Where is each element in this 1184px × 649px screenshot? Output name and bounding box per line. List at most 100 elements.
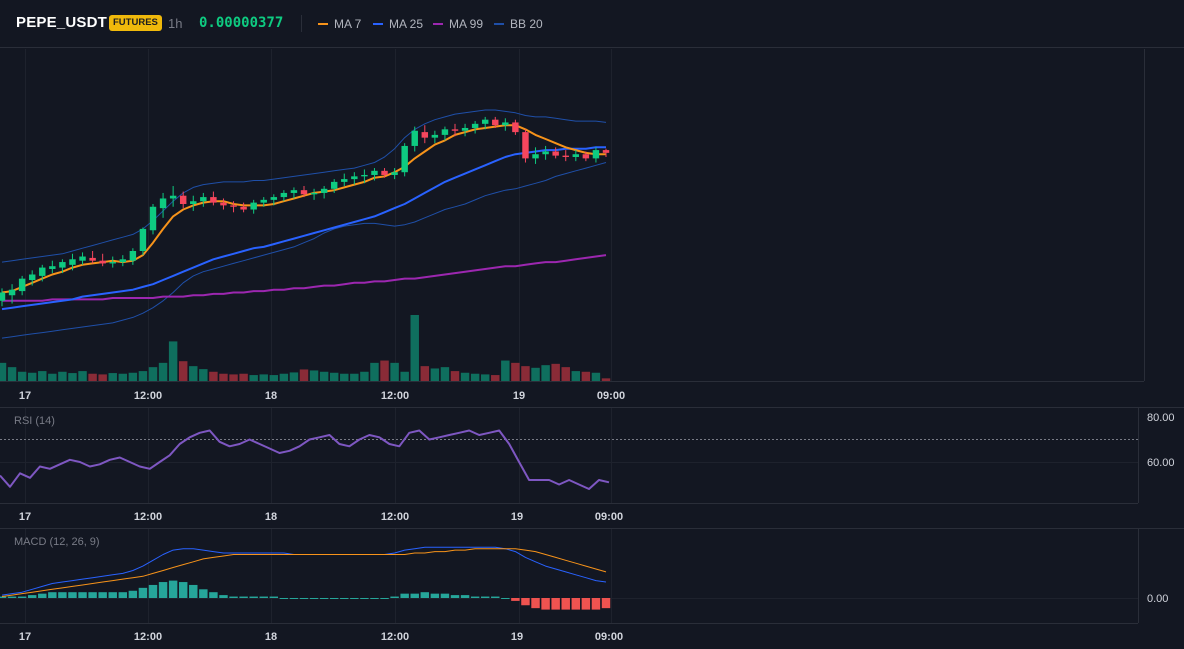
bb-upper-line	[1, 109, 607, 263]
candle-body	[190, 201, 197, 204]
time-label: 12:00	[134, 631, 162, 643]
volume-bar	[0, 362, 7, 381]
macd-histogram-bar	[450, 595, 460, 598]
timeframe-label[interactable]: 1h	[168, 16, 183, 31]
header-divider	[301, 15, 302, 32]
candle-body	[270, 197, 278, 200]
macd-lines	[1, 546, 607, 597]
volume-bar	[138, 371, 148, 381]
candle-body	[431, 134, 439, 138]
macd-signal-line	[1, 548, 607, 597]
moving-averages	[1, 124, 607, 311]
candle-body	[330, 181, 338, 189]
candle-body	[280, 192, 288, 198]
legend-ma7[interactable]: MA 7	[318, 15, 361, 33]
volume-bar	[98, 374, 107, 381]
volume-bar	[340, 373, 349, 381]
candle-body	[401, 145, 408, 173]
macd-histogram-bar	[601, 598, 611, 609]
volume-bar	[68, 373, 77, 381]
macd-histogram-bar	[501, 598, 510, 599]
volume-bar	[360, 371, 369, 381]
macd-histogram-bar	[199, 589, 208, 598]
candle-body	[310, 192, 318, 195]
volume-bar	[108, 373, 117, 381]
macd-histogram-bar	[380, 598, 389, 599]
time-label: 18	[265, 390, 277, 402]
volume-bar	[189, 366, 198, 381]
legend-ma25-label: MA 25	[389, 17, 424, 31]
rsi-line	[0, 429, 610, 490]
candle-body	[89, 257, 96, 261]
candle-body	[371, 170, 378, 175]
volume-bar	[309, 370, 319, 381]
candle-body	[552, 151, 559, 156]
time-label: 19	[511, 511, 523, 523]
volume-bar	[521, 366, 530, 381]
macd-histogram-bar	[219, 595, 228, 598]
candle-body	[220, 202, 227, 206]
candle-body	[129, 251, 137, 261]
macd-histogram-bar	[249, 596, 258, 598]
candle-body	[230, 205, 237, 207]
volume-bar	[158, 362, 168, 381]
macd-histogram-bar	[148, 584, 158, 598]
macd-histogram-bar	[329, 598, 339, 599]
volume-bar	[460, 372, 470, 381]
candle-body	[149, 206, 157, 231]
volume-bar	[329, 372, 339, 381]
macd-histogram-bar	[400, 593, 409, 598]
macd-histogram-bar	[561, 598, 570, 610]
legend-ma25[interactable]: MA 25	[373, 15, 423, 33]
macd-histogram-bar	[189, 584, 198, 598]
macd-histogram-bar	[551, 598, 560, 610]
legend-ma99[interactable]: MA 99	[433, 15, 483, 33]
candle-body	[240, 206, 247, 210]
legend-bb20[interactable]: BB 20	[494, 15, 543, 33]
volume-bar	[259, 374, 268, 381]
macd-histogram-bar	[521, 598, 530, 606]
volume-bar	[491, 375, 500, 381]
volume-bar	[88, 373, 97, 381]
time-label: 17	[19, 511, 31, 523]
macd-histogram-bar	[299, 598, 309, 599]
symbol-name[interactable]: PEPE_USDT	[16, 14, 107, 31]
macd-histogram-bar	[0, 596, 7, 598]
macd-histogram-bar	[279, 598, 289, 599]
volume-bar	[178, 361, 188, 381]
macd-histogram-bar	[340, 598, 349, 599]
volume-bar	[410, 315, 419, 381]
candle-body	[300, 190, 308, 195]
volume-bar	[591, 372, 601, 381]
time-axis-macd: 17 12:00 18 12:00 19 09:00	[19, 631, 623, 643]
macd-histogram-bar	[259, 596, 268, 598]
candle-body	[381, 170, 388, 175]
legend-bb20-label: BB 20	[510, 17, 543, 31]
candle-body	[260, 199, 267, 203]
candle-body	[59, 262, 66, 268]
time-label: 12:00	[381, 511, 409, 523]
macd-histogram-bar	[239, 596, 248, 598]
time-label: 12:00	[134, 511, 162, 523]
volume-bar	[128, 372, 138, 381]
macd-histogram-bar	[309, 598, 319, 599]
macd-histogram-bar	[591, 598, 601, 610]
macd-histogram-bar	[480, 596, 490, 598]
candle-body	[250, 202, 257, 210]
volume-bar	[58, 371, 67, 381]
futures-badge: FUTURES	[109, 15, 162, 31]
ma99-swatch-icon	[433, 23, 443, 25]
macd-histogram-bar	[118, 592, 128, 598]
candle-body	[200, 197, 207, 202]
volume-bar	[380, 360, 389, 381]
macd-histogram-bar	[269, 596, 279, 598]
volume-bar	[430, 368, 440, 381]
volume-bar	[289, 372, 299, 381]
legend-ma7-label: MA 7	[334, 17, 362, 31]
candle-body	[109, 262, 116, 264]
time-label: 17	[19, 631, 31, 643]
macd-histogram-bar	[7, 596, 17, 598]
candle-body	[421, 132, 429, 138]
candle-body	[441, 129, 449, 135]
